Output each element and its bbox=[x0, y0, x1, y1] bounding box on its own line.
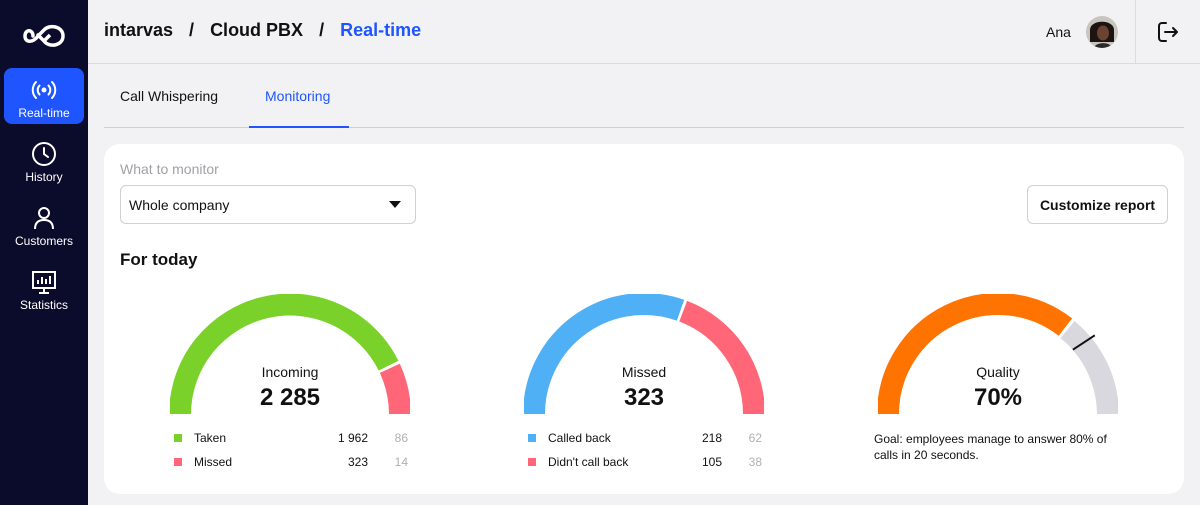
legend-item: Called back 218 62 bbox=[528, 431, 763, 447]
breadcrumb-separator: / bbox=[189, 20, 195, 40]
breadcrumb-item[interactable]: Cloud PBX bbox=[210, 20, 304, 40]
gauge-label: Missed bbox=[621, 364, 667, 380]
legend-label: Missed bbox=[194, 455, 233, 469]
legend-secondary-value: 38 bbox=[748, 455, 762, 469]
legend-swatch bbox=[528, 434, 536, 442]
sidebar-item-label: Real-time bbox=[18, 106, 70, 120]
sidebar-item-real-time[interactable]: Real-time bbox=[4, 68, 84, 124]
gauge-value: 323 bbox=[623, 384, 665, 411]
legend-swatch bbox=[174, 458, 182, 466]
monitor-select[interactable]: Whole company bbox=[120, 185, 416, 224]
user-name: Ana bbox=[1046, 24, 1071, 40]
legend-secondary-value: 62 bbox=[748, 431, 762, 445]
legend-secondary-value: 14 bbox=[394, 455, 408, 469]
sidebar-item-customers[interactable]: Customers bbox=[4, 196, 84, 252]
person-icon bbox=[34, 207, 54, 230]
tab-call-whispering[interactable]: Call Whispering bbox=[120, 88, 219, 104]
legend-swatch bbox=[174, 434, 182, 442]
active-tab-indicator bbox=[249, 126, 349, 128]
breadcrumb-current: Real-time bbox=[340, 20, 422, 40]
legend-item: Taken 1 962 86 bbox=[174, 431, 409, 447]
quality-gauge bbox=[878, 294, 1118, 415]
legend-item: Missed 323 14 bbox=[174, 455, 409, 471]
monitor-chart-icon bbox=[32, 271, 56, 294]
sidebar-item-label: Statistics bbox=[19, 298, 68, 312]
sidebar-item-statistics[interactable]: Statistics bbox=[4, 260, 84, 316]
logout-icon[interactable] bbox=[1156, 20, 1180, 44]
legend-value: 105 bbox=[701, 455, 722, 469]
sidebar-item-label: Customers bbox=[14, 234, 73, 248]
legend-value: 1 962 bbox=[337, 431, 368, 445]
top-bar: intarvas / Cloud PBX / Real-time Ana bbox=[88, 0, 1200, 64]
breadcrumb-item[interactable]: intarvas bbox=[104, 20, 174, 40]
legend-swatch bbox=[528, 458, 536, 466]
sidebar: Real-time History Customers Statistics bbox=[0, 0, 88, 505]
gauge-label: Quality bbox=[976, 364, 1020, 380]
clock-icon bbox=[32, 142, 56, 166]
broadcast-icon bbox=[31, 81, 57, 99]
goal-description: Goal: employees manage to answer 80% of … bbox=[874, 432, 1107, 462]
legend-value: 323 bbox=[347, 455, 368, 469]
gauge-value: 70% bbox=[973, 384, 1023, 411]
monitoring-card: What to monitor Whole company Customize … bbox=[104, 144, 1184, 494]
breadcrumb: intarvas / Cloud PBX / Real-time bbox=[104, 20, 421, 41]
customize-report-button[interactable]: Customize report bbox=[1027, 185, 1168, 224]
gauge-value: 2 285 bbox=[259, 384, 321, 411]
legend-item: Didn't call back 105 38 bbox=[528, 455, 763, 471]
legend-label: Didn't call back bbox=[548, 455, 629, 469]
caret-down-icon bbox=[389, 201, 401, 208]
breadcrumb-separator: / bbox=[319, 20, 325, 40]
avatar[interactable] bbox=[1086, 16, 1118, 48]
sidebar-item-history[interactable]: History bbox=[4, 132, 84, 188]
incoming-gauge bbox=[170, 294, 410, 415]
legend-secondary-value: 86 bbox=[394, 431, 408, 445]
infinity-icon[interactable] bbox=[22, 24, 66, 48]
tab-monitoring[interactable]: Monitoring bbox=[265, 88, 331, 104]
header-divider bbox=[1135, 0, 1136, 64]
legend-label: Taken bbox=[194, 431, 227, 445]
gauge-label: Incoming bbox=[261, 364, 319, 380]
section-title: For today bbox=[120, 250, 198, 269]
monitor-field-label: What to monitor bbox=[120, 161, 219, 177]
monitor-select-value: Whole company bbox=[129, 197, 230, 213]
tab-bar: Call Whispering Monitoring bbox=[104, 64, 1184, 128]
goal-marker bbox=[1072, 334, 1096, 351]
legend-label: Called back bbox=[548, 431, 611, 445]
legend-value: 218 bbox=[701, 431, 722, 445]
missed-gauge bbox=[524, 294, 764, 415]
sidebar-item-label: History bbox=[25, 170, 63, 184]
